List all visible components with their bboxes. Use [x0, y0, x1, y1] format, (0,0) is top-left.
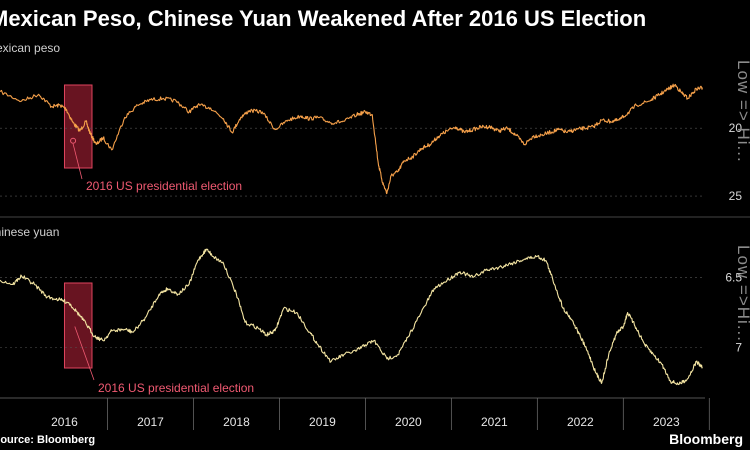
yuan-y-ticks: 6.57	[725, 270, 742, 354]
x-tick-label: 2016	[51, 415, 78, 429]
x-axis: 2016 2017 2018 2019 2020 2021 2022 2023	[51, 398, 710, 430]
yuan-line	[0, 248, 703, 386]
chart-title: Mexican Peso, Chinese Yuan Weakened Afte…	[0, 6, 646, 31]
peso-panel: Mexican peso 2016 US presidential electi…	[0, 41, 750, 203]
x-tick-label: 2022	[567, 415, 594, 429]
peso-annotation-leader	[72, 143, 83, 180]
peso-axis-note: Low => Hi...	[734, 60, 750, 163]
peso-line	[0, 83, 703, 195]
y-tick-label: 6.5	[725, 270, 742, 284]
source-text: Source: Bloomberg	[0, 434, 95, 446]
x-tick-label: 2023	[653, 415, 680, 429]
yuan-election-highlight	[63, 282, 93, 369]
yuan-panel: Chinese yuan 2016 US presidential electi…	[0, 225, 750, 395]
yuan-panel-label: Chinese yuan	[0, 225, 59, 239]
x-tick-label: 2017	[137, 415, 164, 429]
peso-panel-label: Mexican peso	[0, 41, 60, 55]
y-tick-label: 20	[729, 121, 743, 135]
yuan-annotation-leader	[74, 326, 95, 381]
yuan-gridlines	[0, 277, 705, 348]
x-tick-label: 2018	[223, 415, 250, 429]
x-tick-label: 2021	[481, 415, 508, 429]
y-tick-label: 25	[729, 189, 743, 203]
yuan-axis-note: Low =>Hi...	[734, 245, 750, 342]
y-tick-label: 7	[735, 341, 742, 355]
x-tick-label: 2019	[309, 415, 336, 429]
yuan-annotation-text: 2016 US presidential election	[98, 381, 254, 395]
peso-election-marker	[70, 137, 77, 144]
peso-annotation-text: 2016 US presidential election	[86, 179, 242, 193]
x-tick-label: 2020	[395, 415, 422, 429]
bloomberg-logo: Bloomberg	[669, 431, 743, 447]
